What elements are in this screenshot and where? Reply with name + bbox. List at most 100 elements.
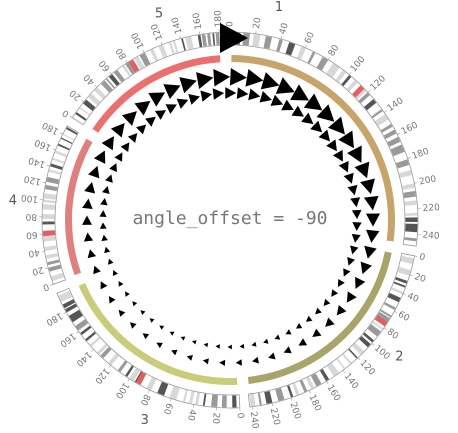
triangle-marker: [142, 333, 150, 340]
triangle-marker: [274, 334, 281, 340]
triangle-marker: [200, 90, 212, 102]
chromosome-label-5: 5: [155, 6, 163, 21]
triangle-marker: [102, 185, 110, 195]
cytoband: [134, 56, 145, 70]
centromere: [135, 371, 147, 385]
cytoband: [168, 42, 175, 55]
cytoband: [122, 65, 132, 77]
tick-label: 100: [372, 343, 392, 362]
cytoband: [48, 264, 62, 272]
cytoband: [129, 368, 140, 381]
cytoband: [125, 365, 134, 377]
triangle-marker: [100, 197, 108, 206]
triangle-marker: [148, 92, 166, 107]
chromosome-arc-track: [64, 55, 396, 385]
tick-label: 60: [303, 31, 317, 46]
tick-mark: [326, 381, 329, 384]
triangle-marker: [239, 343, 245, 349]
tick-mark: [76, 331, 79, 334]
triangle-marker: [364, 245, 377, 259]
tick-mark: [348, 72, 352, 75]
tick-label: 40: [27, 247, 40, 259]
tick-mark: [280, 36, 283, 40]
tick-label: 20: [31, 264, 45, 277]
triangle-marker: [156, 342, 163, 349]
triangle-marker: [229, 67, 247, 86]
tick-mark: [409, 274, 413, 277]
cytoband: [232, 395, 237, 408]
tick-label: 0: [61, 107, 71, 119]
tick-label: 160: [57, 330, 77, 348]
cytoband: [158, 44, 168, 58]
triangle-marker: [350, 245, 359, 255]
triangle-marker: [100, 281, 108, 290]
triangle-marker: [268, 352, 276, 360]
tick-mark: [127, 378, 130, 382]
cytoband: [51, 272, 65, 282]
triangle-marker: [82, 198, 93, 210]
cytoband: [43, 235, 56, 242]
tick-mark: [383, 327, 387, 330]
triangle-marker: [236, 87, 249, 100]
chromosome-label-3: 3: [141, 413, 149, 428]
tick-mark: [371, 343, 375, 346]
tick-label: 20: [413, 272, 427, 285]
cytoband: [48, 169, 62, 175]
cytoband: [108, 353, 120, 366]
cytoband: [97, 343, 108, 355]
ideogram-chr1: [229, 31, 419, 247]
triangle-marker: [124, 291, 130, 297]
tick-mark: [170, 398, 172, 402]
triangle-marker: [263, 338, 269, 344]
triangle-marker: [303, 93, 323, 111]
cytoband: [257, 392, 262, 406]
triangle-marker: [83, 232, 94, 242]
tick-mark: [142, 49, 145, 53]
cytoband: [42, 213, 55, 220]
cytoband: [400, 255, 414, 265]
triangle-marker: [275, 77, 295, 94]
cytoband: [249, 393, 256, 407]
cytoband: [212, 33, 216, 46]
triangle-marker: [105, 174, 113, 183]
cytoband: [404, 237, 417, 242]
triangle-marker: [245, 69, 264, 87]
cytoband: [285, 42, 296, 56]
cytoband: [172, 40, 179, 53]
triangle-marker: [159, 325, 165, 330]
cytoband: [336, 358, 346, 369]
cytoband: [342, 353, 352, 365]
centromere: [352, 85, 365, 98]
cytoband: [346, 79, 358, 92]
cytoband: [58, 290, 73, 303]
triangle-marker: [186, 355, 193, 361]
tick-mark: [91, 349, 94, 352]
triangle-marker: [112, 270, 118, 276]
cytoband: [396, 159, 410, 169]
cytoband: [47, 259, 60, 266]
center-title: angle_offset = -90: [132, 208, 327, 229]
tick-label: 200: [418, 174, 437, 187]
tick-label: 100: [349, 54, 368, 74]
tick-mark: [192, 404, 194, 408]
cytoband: [310, 373, 322, 387]
cytoband: [42, 221, 55, 225]
cytoband: [189, 391, 195, 404]
cytoband: [352, 342, 364, 355]
tick-mark: [342, 370, 346, 373]
triangle-marker: [301, 112, 314, 125]
triangle-marker: [87, 249, 97, 259]
triangle-marker: [165, 104, 177, 114]
cytoband: [287, 385, 294, 398]
cytoband: [89, 336, 101, 347]
cytoband: [319, 368, 330, 382]
tick-label: 0: [235, 413, 245, 420]
triangle-marker: [326, 139, 337, 152]
tick-mark: [63, 311, 67, 314]
tick-label: 240: [422, 231, 440, 242]
triangle-marker: [93, 265, 101, 275]
tick-label: 120: [150, 22, 166, 42]
cytoband: [62, 133, 75, 141]
triangle-marker: [331, 289, 339, 297]
triangle-marker: [93, 150, 106, 164]
